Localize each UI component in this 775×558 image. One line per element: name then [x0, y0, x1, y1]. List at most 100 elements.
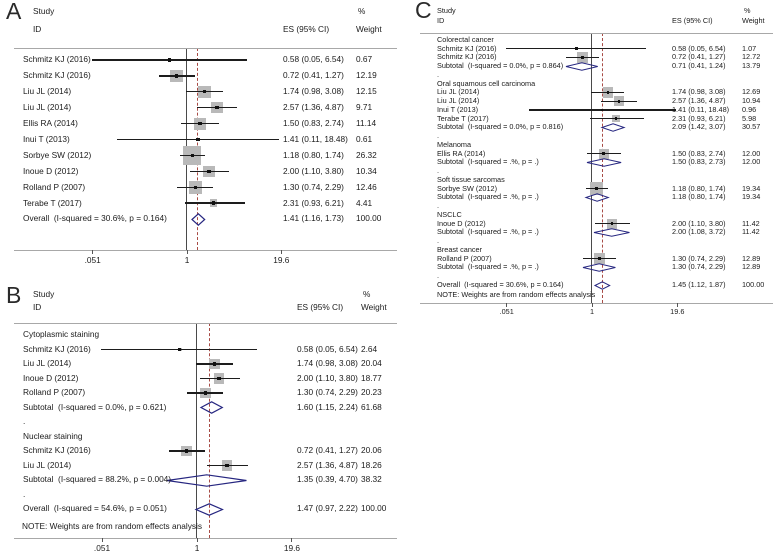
study-label: Liu JL (2014) — [437, 87, 480, 97]
es-ci-text: 1.30 (0.74, 2.29) — [672, 262, 726, 272]
column-header-id: ID — [437, 15, 445, 25]
group-label: NSCLC — [437, 209, 462, 219]
overall-dashed-line — [602, 33, 604, 303]
weight-text: 11.14 — [356, 118, 377, 129]
overall-label: Overall (I-squared = 30.6%, p = 0.164) — [437, 279, 564, 289]
study-label: Inoue D (2012) — [23, 372, 79, 383]
weight-text: 10.34 — [356, 165, 377, 176]
subtotal-label: Subtotal (I-squared = .%, p = .) — [437, 262, 539, 272]
es-ci-text: 1.30 (0.74, 2.29) — [672, 253, 726, 263]
axis-tick-label: 19.6 — [283, 543, 301, 554]
column-header-percent: % — [744, 5, 751, 15]
es-ci-text: 0.58 (0.05, 6.54) — [297, 343, 358, 354]
es-ci-text: 1.50 (0.83, 2.74) — [672, 148, 726, 158]
column-header-es: ES (95% CI) — [672, 15, 713, 25]
axis-tick — [506, 303, 508, 307]
es-ci-text: 0.72 (0.41, 1.27) — [672, 52, 726, 62]
es-ci-text: 1.74 (0.98, 3.08) — [283, 86, 344, 97]
study-label: Schmitz KJ (2016) — [437, 52, 497, 62]
study-label: Schmitz KJ (2016) — [23, 343, 91, 354]
group-label: Melanoma — [437, 139, 472, 149]
pooled-diamond — [166, 473, 247, 487]
header-rule — [14, 47, 397, 49]
study-label: Sorbye SW (2012) — [437, 183, 498, 193]
x-axis-line — [14, 537, 397, 539]
column-header-study: Study — [33, 289, 55, 300]
group-label: Breast cancer — [437, 244, 483, 254]
study-label: Rolland P (2007) — [437, 253, 492, 263]
weight-text: 9.71 — [356, 102, 373, 113]
x-axis-line — [14, 249, 397, 251]
column-header-weight: Weight — [742, 15, 765, 25]
weight-text: 20.04 — [361, 358, 382, 369]
weight-text: 100.00 — [356, 213, 382, 224]
axis-tick — [186, 250, 188, 254]
point-marker — [215, 106, 219, 110]
point-marker — [602, 152, 605, 156]
subtotal-label: Subtotal (I-squared = .%, p = .) — [437, 192, 539, 202]
column-header-id: ID — [33, 302, 42, 313]
study-label: Inoue D (2012) — [23, 165, 79, 176]
point-marker — [581, 56, 584, 59]
weight-text: 26.32 — [356, 149, 377, 160]
weight-text: 18.77 — [361, 372, 382, 383]
es-ci-text: 1.30 (0.74, 2.29) — [283, 181, 344, 192]
subtotal-label: Subtotal (I-squared = .%, p = .) — [437, 157, 539, 167]
es-ci-text: 1.30 (0.74, 2.29) — [297, 387, 358, 398]
null-effect-line — [196, 323, 198, 538]
es-ci-text: 1.50 (0.83, 2.73) — [672, 157, 726, 167]
weight-text: 19.34 — [742, 192, 761, 202]
axis-tick-label: .051 — [499, 307, 514, 317]
column-header-weight: Weight — [361, 302, 387, 313]
weight-text: 11.42 — [742, 227, 760, 237]
es-ci-text: 2.09 (1.42, 3.07) — [672, 122, 726, 132]
axis-tick — [92, 250, 94, 254]
point-marker — [177, 347, 182, 352]
es-ci-text: 1.18 (0.80, 1.74) — [672, 192, 726, 202]
weight-text: 30.57 — [742, 122, 761, 132]
es-ci-text: 1.74 (0.98, 3.08) — [672, 87, 726, 97]
diamond-shape — [586, 158, 621, 167]
gap-dot: . — [23, 488, 26, 499]
weight-text: 38.32 — [361, 474, 382, 485]
study-label: Ellis RA (2014) — [23, 118, 78, 129]
point-marker — [174, 74, 179, 78]
group-label: Cytoplasmic staining — [23, 329, 100, 340]
es-ci-text: 2.00 (1.08, 3.72) — [672, 227, 726, 237]
study-label: Schmitz KJ (2016) — [437, 43, 497, 53]
weight-text: 4.41 — [356, 197, 373, 208]
es-ci-text: 0.71 (0.41, 1.24) — [672, 61, 726, 71]
point-marker — [203, 391, 208, 395]
pooled-diamond — [583, 263, 616, 272]
point-marker — [610, 222, 614, 226]
diamond-shape — [200, 401, 225, 414]
study-label: Inui T (2013) — [437, 104, 479, 114]
study-label: Schmitz KJ (2016) — [23, 70, 91, 81]
point-marker — [196, 137, 200, 142]
pooled-diamond — [194, 502, 224, 516]
point-marker — [202, 90, 207, 94]
weight-text: 12.15 — [356, 86, 377, 97]
diamond-shape — [583, 263, 616, 272]
group-label: Colorectal cancer — [437, 34, 494, 44]
weight-text: 20.23 — [361, 387, 382, 398]
note-text: NOTE: Weights are from random effects an… — [437, 289, 596, 299]
weight-text: 0.67 — [356, 54, 373, 65]
axis-tick-label: 19.6 — [273, 255, 290, 266]
diamond-shape — [594, 228, 630, 237]
gap-dot: . — [23, 416, 26, 427]
panel-letter: B — [6, 282, 22, 309]
es-ci-text: 2.00 (1.10, 3.80) — [672, 218, 726, 228]
panel-letter: C — [415, 0, 432, 24]
axis-tick — [676, 303, 678, 307]
diamond-shape — [594, 280, 612, 290]
column-header-percent: % — [363, 289, 371, 300]
study-label: Schmitz KJ (2016) — [23, 445, 91, 456]
overall-label: Overall (I-squared = 30.6%, p = 0.164) — [23, 213, 167, 224]
es-ci-text: 1.45 (1.12, 1.87) — [672, 279, 726, 289]
column-header-percent: % — [358, 6, 366, 17]
es-ci-text: 0.72 (0.41, 1.27) — [283, 70, 344, 81]
point-marker — [212, 362, 217, 366]
gap-dot: . — [437, 166, 440, 176]
